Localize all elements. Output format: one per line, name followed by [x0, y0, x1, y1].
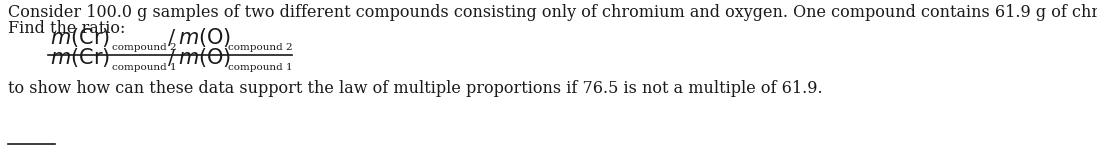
Text: compound 2: compound 2	[112, 43, 177, 52]
Text: $\mathit{m}$$\mathrm{(O)}$: $\mathit{m}$$\mathrm{(O)}$	[178, 26, 231, 49]
Text: compound 1: compound 1	[228, 63, 293, 72]
Text: Find the ratio:: Find the ratio:	[8, 20, 125, 37]
Text: $\mathit{m}$$\mathrm{(Cr)}$: $\mathit{m}$$\mathrm{(Cr)}$	[50, 46, 110, 69]
Text: compound 2: compound 2	[228, 43, 293, 52]
Text: $\mathit{m}$$\mathrm{(Cr)}$: $\mathit{m}$$\mathrm{(Cr)}$	[50, 26, 110, 49]
Text: compound 1: compound 1	[112, 63, 177, 72]
Text: $\mathit{m}$$\mathrm{(O)}$: $\mathit{m}$$\mathrm{(O)}$	[178, 46, 231, 69]
Text: /: /	[168, 29, 176, 48]
Text: Consider 100.0 g samples of two different compounds consisting only of chromium : Consider 100.0 g samples of two differen…	[8, 4, 1097, 21]
Text: /: /	[168, 49, 176, 68]
Text: to show how can these data support the law of multiple proportions if 76.5 is no: to show how can these data support the l…	[8, 80, 823, 97]
